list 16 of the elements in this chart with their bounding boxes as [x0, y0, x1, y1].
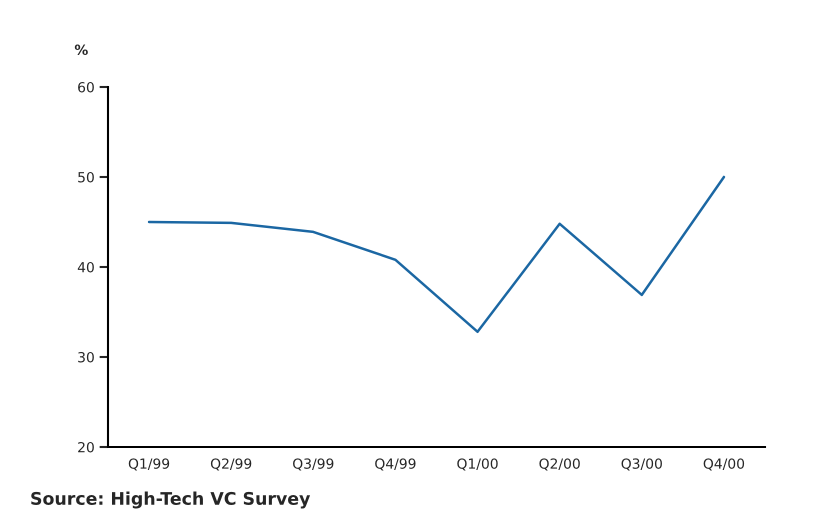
y-tick-label: 40 [78, 262, 94, 272]
y-tick-label: 50 [78, 172, 94, 182]
x-tick-label: Q3/00 [622, 458, 662, 470]
y-tick-label: 20 [78, 442, 94, 452]
x-tick-label: Q1/00 [457, 458, 498, 470]
y-axis-title: % [74, 44, 88, 56]
x-tick-label: Q4/99 [375, 458, 416, 470]
x-tick-label: Q1/99 [128, 458, 170, 470]
y-tick-label: 30 [78, 352, 94, 362]
source-note: Source: High-Tech VC Survey [31, 492, 310, 508]
x-tick-label: Q4/00 [704, 458, 744, 470]
y-tick-label: 60 [78, 82, 94, 92]
x-tick-label: Q2/99 [210, 458, 252, 470]
x-tick-label: Q2/00 [539, 458, 580, 470]
x-tick-label: Q3/99 [293, 458, 334, 470]
line-series [148, 176, 726, 334]
